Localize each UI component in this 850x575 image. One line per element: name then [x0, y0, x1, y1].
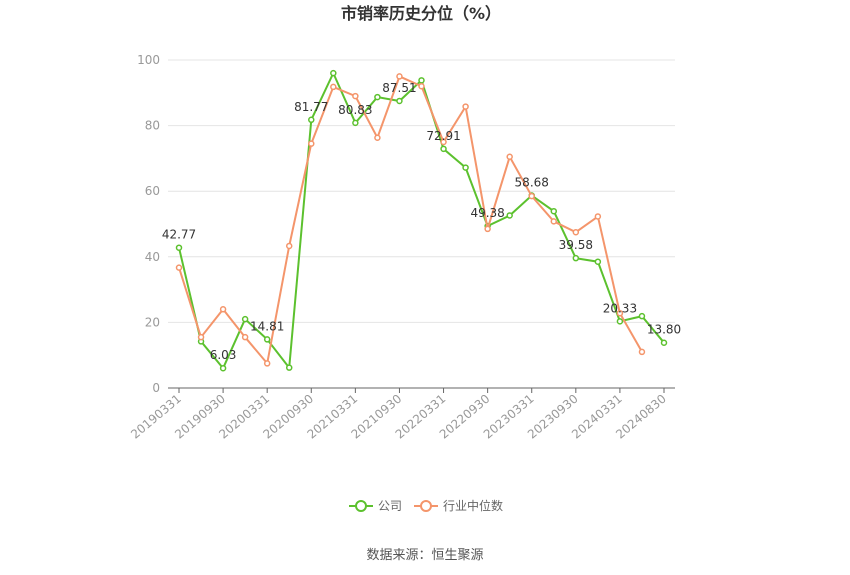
data-label: 81.77 [294, 100, 328, 114]
data-label: 87.51 [382, 81, 416, 95]
data-point[interactable] [352, 119, 359, 127]
data-point[interactable] [616, 309, 624, 317]
data-labels: 42.77 6.03 14.81 81.77 80.83 87.51 72.91 49.38 5… [162, 81, 681, 362]
data-point[interactable] [285, 364, 293, 371]
data-point[interactable] [616, 318, 624, 325]
legend-marker [355, 500, 367, 512]
data-point[interactable] [572, 254, 580, 262]
data-point[interactable] [285, 242, 293, 250]
data-point[interactable] [440, 145, 447, 153]
series [175, 69, 668, 372]
data-label: 20.33 [603, 301, 637, 315]
chart-title: 市销率历史分位（%） [341, 4, 501, 23]
data-point[interactable] [594, 213, 602, 220]
data-label: 13.80 [647, 323, 681, 337]
y-tick-label: 20 [145, 315, 160, 329]
data-point[interactable] [462, 164, 469, 171]
data-point[interactable] [506, 153, 513, 161]
data-point[interactable] [660, 339, 668, 346]
data-point[interactable] [484, 225, 491, 233]
data-point[interactable] [308, 140, 315, 147]
data-point[interactable] [418, 77, 425, 84]
data-point[interactable] [308, 116, 315, 124]
data-point[interactable] [330, 69, 337, 77]
legend-item-1[interactable]: 行业中位数 [414, 498, 503, 513]
data-point[interactable] [263, 360, 271, 367]
data-point[interactable] [572, 228, 580, 236]
data-point[interactable] [528, 192, 535, 200]
data-point[interactable] [197, 333, 205, 341]
data-point[interactable] [241, 333, 249, 341]
data-point[interactable] [241, 315, 249, 323]
data-point[interactable] [506, 212, 513, 219]
data-point[interactable] [418, 82, 425, 90]
data-point[interactable] [219, 306, 227, 313]
data-point[interactable] [330, 83, 337, 91]
data-point[interactable] [352, 92, 359, 100]
legend-marker [420, 500, 432, 512]
data-point[interactable] [638, 312, 646, 320]
data-point[interactable] [374, 134, 381, 141]
source-note: 数据来源：恒生聚源 [366, 548, 483, 563]
legend-item-0[interactable]: 公司 [349, 499, 402, 513]
data-point[interactable] [550, 218, 558, 225]
y-tick-label: 0 [152, 381, 160, 395]
series-line-1 [178, 75, 643, 366]
data-label: 6.03 [210, 348, 237, 362]
data-point[interactable] [594, 258, 602, 265]
data-point[interactable] [396, 97, 403, 105]
legend-label: 行业中位数 [443, 498, 503, 513]
y-tick-label: 40 [145, 250, 160, 264]
data-point[interactable] [175, 264, 183, 271]
data-label: 39.58 [559, 238, 593, 252]
data-label: 42.77 [162, 228, 196, 242]
data-point[interactable] [440, 138, 447, 146]
data-point[interactable] [263, 336, 271, 343]
data-point[interactable] [219, 364, 227, 372]
data-label: 14.81 [250, 319, 284, 333]
legend[interactable]: 公司 行业中位数 [349, 498, 503, 513]
data-label: 80.83 [338, 103, 372, 117]
data-label: 58.68 [515, 176, 549, 190]
grid [168, 59, 675, 323]
data-label: 49.38 [470, 206, 504, 220]
data-point[interactable] [462, 103, 469, 110]
y-tick-label: 100 [137, 53, 160, 67]
data-point[interactable] [638, 348, 646, 356]
data-label: 72.91 [426, 129, 460, 143]
data-point[interactable] [550, 207, 558, 215]
data-point[interactable] [175, 244, 183, 251]
legend-label: 公司 [378, 499, 402, 513]
data-point[interactable] [374, 93, 381, 101]
data-point[interactable] [396, 73, 403, 80]
y-tick-label: 60 [145, 184, 160, 198]
y-tick-label: 80 [145, 119, 160, 133]
